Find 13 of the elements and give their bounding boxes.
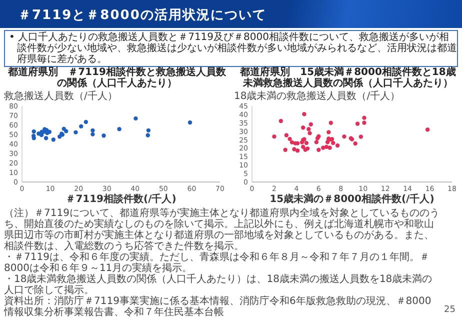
text: （注）＃7119について、都道府県等が実施主体となり都道府県内全域を対象としているもののうち、開始直後のため実績なしのものを除いて掲示。上記以外にも、例えば北海道札幌市や和歌山県田辺市等の市町村が実施主体となり都道府県の一部地域を対象としているものがある。また、相談件数は、入電総数のうち応答できた件数を掲示。 <box>4 208 440 252</box>
chart-title: 都道府県別 ＃7119相談件数と救急搬送人員数の関係（人口千人あたり） <box>7 67 227 89</box>
text: 資料出所：消防庁＃7119事業実施に係る基本情報、消防庁令和6年版救急救助の現況、＃8000情報収集分析事業報告書、令和７年住民基本台帳 <box>4 296 432 318</box>
text: ・＃7119は、令和６年度の実績。ただし、青森県は令和６年８月～令和７年７月の１年間。＃8000は令和６年９～11月の実績を掲示。 <box>4 252 430 274</box>
text: ・18歳未満救急搬送人員数の関係（人口千人あたり）は、18歳未満の搬送人員数を18歳未満の人口で除して掲示。 <box>4 274 434 296</box>
x-axis-title: ＃7119相談件数(/千人) <box>64 194 178 205</box>
y-axis-title: 救急搬送人員数（/千人） <box>4 91 118 102</box>
text: ＃7119と＃8000の活用状況について <box>18 7 266 24</box>
text: 25 <box>444 305 456 315</box>
chart-title: 都道府県別 15歳未満＃8000相談件数と18歳未満救急搬送人員数の関係（人口千人あたり） <box>239 67 457 89</box>
y-axis-title: 18歳未満の救急搬送人員数（/千人） <box>234 91 402 102</box>
text: • 人口千人あたりの救急搬送人員数と＃7119及び＃8000相談件数について、救急搬送が多いが相談件数が少ない地域や、救急搬送は少ないが相談件数が多い地域がみられるなど、活用状況は都道府県毎に差がある。 <box>9 32 457 65</box>
x-axis-title: 15歳未満の＃8000相談件数(/千人) <box>268 194 436 205</box>
